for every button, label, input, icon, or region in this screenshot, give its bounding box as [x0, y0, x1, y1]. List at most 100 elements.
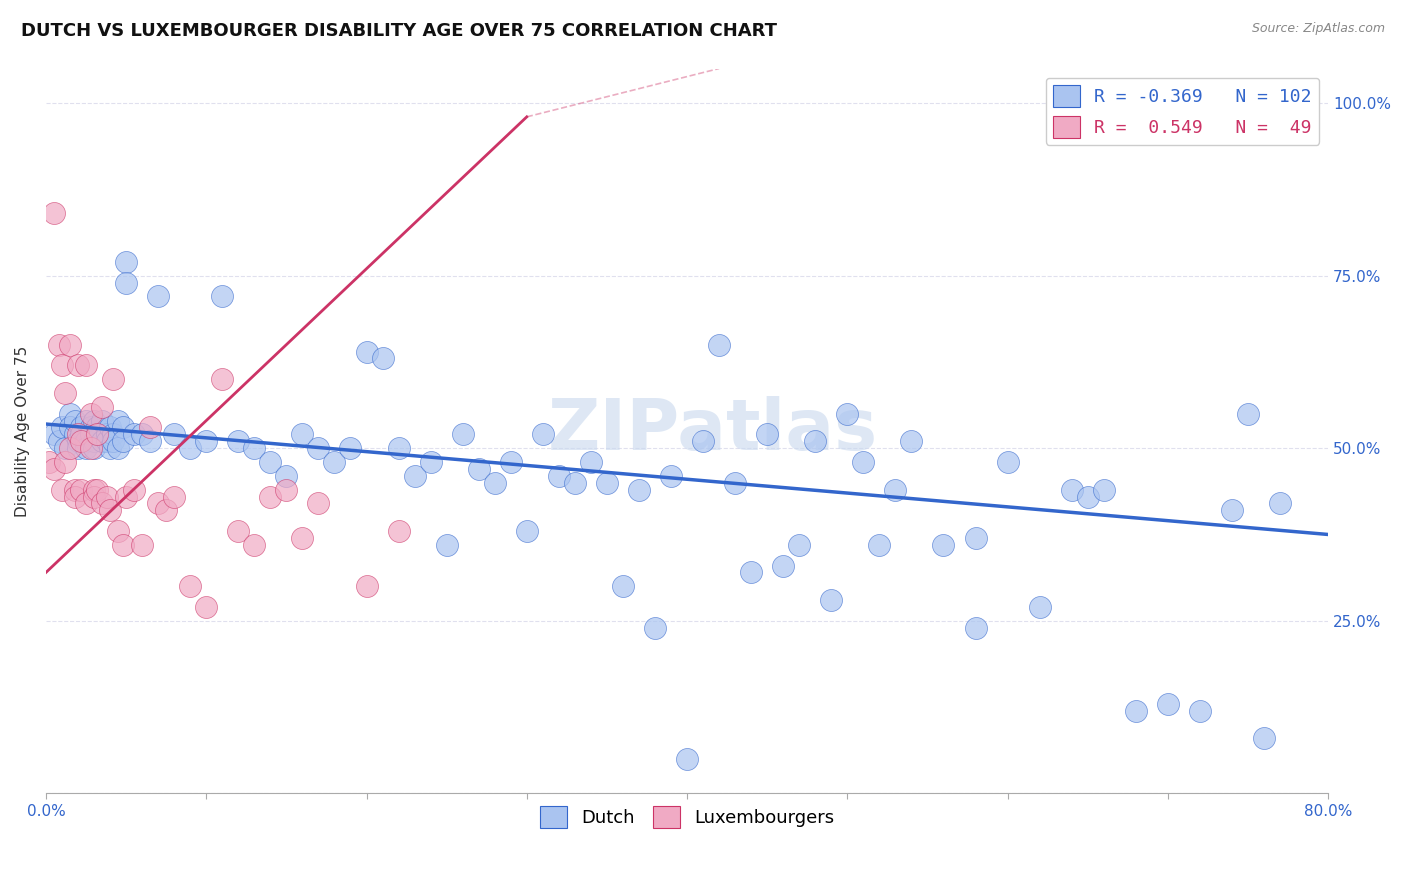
- Point: [91, 414, 114, 428]
- Point: [179, 441, 201, 455]
- Point: [1237, 407, 1260, 421]
- Point: [96, 490, 118, 504]
- Point: [1188, 704, 1211, 718]
- Point: [75, 441, 97, 455]
- Point: [307, 441, 329, 455]
- Point: [103, 434, 125, 449]
- Point: [70, 420, 93, 434]
- Point: [356, 579, 378, 593]
- Point: [83, 441, 105, 455]
- Point: [516, 524, 538, 538]
- Point: [804, 434, 827, 449]
- Point: [547, 468, 569, 483]
- Point: [852, 455, 875, 469]
- Point: [53, 441, 76, 455]
- Point: [596, 475, 619, 490]
- Point: [96, 427, 118, 442]
- Point: [66, 434, 89, 449]
- Point: [155, 503, 177, 517]
- Point: [131, 538, 153, 552]
- Point: [276, 483, 298, 497]
- Point: [1028, 599, 1050, 614]
- Point: [80, 420, 103, 434]
- Point: [1060, 483, 1083, 497]
- Point: [965, 621, 987, 635]
- Point: [75, 434, 97, 449]
- Point: [291, 427, 314, 442]
- Point: [226, 524, 249, 538]
- Point: [115, 490, 138, 504]
- Point: [724, 475, 747, 490]
- Point: [98, 441, 121, 455]
- Point: [122, 427, 145, 442]
- Point: [1220, 503, 1243, 517]
- Point: [1253, 731, 1275, 745]
- Point: [115, 255, 138, 269]
- Point: [111, 434, 134, 449]
- Point: [66, 359, 89, 373]
- Point: [756, 427, 779, 442]
- Point: [59, 420, 82, 434]
- Point: [107, 524, 129, 538]
- Point: [70, 427, 93, 442]
- Point: [51, 483, 73, 497]
- Point: [51, 359, 73, 373]
- Point: [195, 434, 218, 449]
- Point: [612, 579, 634, 593]
- Point: [146, 496, 169, 510]
- Point: [226, 434, 249, 449]
- Point: [644, 621, 666, 635]
- Point: [564, 475, 586, 490]
- Point: [387, 441, 409, 455]
- Point: [307, 496, 329, 510]
- Point: [53, 455, 76, 469]
- Point: [107, 414, 129, 428]
- Point: [75, 496, 97, 510]
- Point: [66, 441, 89, 455]
- Point: [195, 599, 218, 614]
- Point: [59, 441, 82, 455]
- Point: [868, 538, 890, 552]
- Legend: Dutch, Luxembourgers: Dutch, Luxembourgers: [533, 798, 842, 835]
- Point: [404, 468, 426, 483]
- Point: [80, 427, 103, 442]
- Point: [42, 427, 65, 442]
- Text: DUTCH VS LUXEMBOURGER DISABILITY AGE OVER 75 CORRELATION CHART: DUTCH VS LUXEMBOURGER DISABILITY AGE OVE…: [21, 22, 778, 40]
- Point: [70, 434, 93, 449]
- Point: [259, 455, 281, 469]
- Point: [436, 538, 458, 552]
- Point: [163, 427, 186, 442]
- Point: [499, 455, 522, 469]
- Point: [179, 579, 201, 593]
- Point: [48, 434, 70, 449]
- Point: [80, 407, 103, 421]
- Point: [659, 468, 682, 483]
- Y-axis label: Disability Age Over 75: Disability Age Over 75: [15, 345, 30, 516]
- Point: [131, 427, 153, 442]
- Point: [66, 427, 89, 442]
- Point: [1077, 490, 1099, 504]
- Point: [59, 407, 82, 421]
- Point: [107, 441, 129, 455]
- Point: [276, 468, 298, 483]
- Point: [139, 420, 162, 434]
- Point: [53, 386, 76, 401]
- Point: [83, 483, 105, 497]
- Point: [91, 434, 114, 449]
- Point: [451, 427, 474, 442]
- Text: ZIPatlas: ZIPatlas: [547, 396, 877, 466]
- Point: [484, 475, 506, 490]
- Point: [837, 407, 859, 421]
- Point: [1125, 704, 1147, 718]
- Point: [356, 344, 378, 359]
- Point: [627, 483, 650, 497]
- Point: [98, 503, 121, 517]
- Point: [467, 462, 489, 476]
- Point: [96, 434, 118, 449]
- Point: [75, 359, 97, 373]
- Point: [70, 483, 93, 497]
- Point: [139, 434, 162, 449]
- Point: [1092, 483, 1115, 497]
- Point: [900, 434, 922, 449]
- Point: [38, 455, 60, 469]
